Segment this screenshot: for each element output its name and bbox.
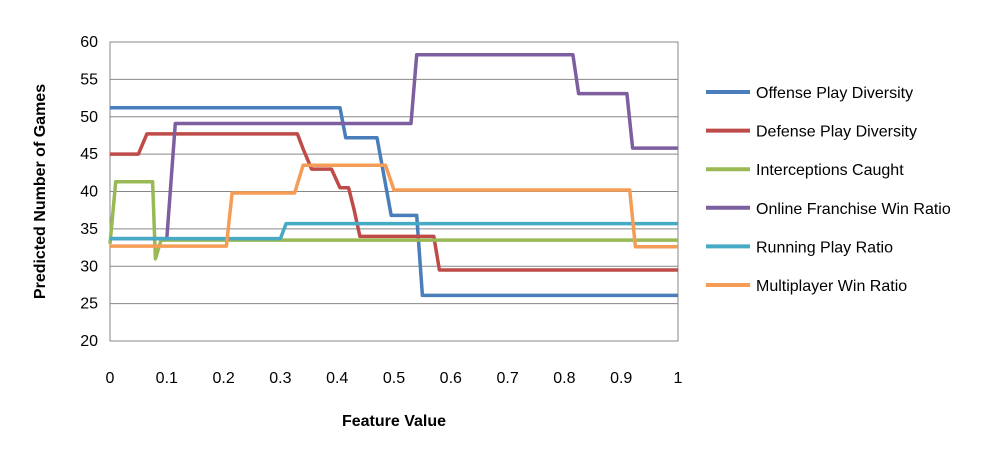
legend: Offense Play Diversity Defense Play Diver…: [706, 85, 951, 295]
series-line-4: [110, 52, 678, 241]
x-tick-label: 0.2: [212, 370, 234, 387]
legend-label: Interceptions Caught: [756, 162, 904, 179]
legend-item: Running Play Ratio: [706, 239, 893, 256]
x-tick-label: 0: [106, 370, 115, 387]
series-line-1: [110, 106, 678, 298]
x-tick-label: 0.9: [610, 370, 632, 387]
legend-label: Online Franchise Win Ratio: [756, 201, 951, 218]
x-tick-label: 1: [674, 370, 683, 387]
series-line-6: [110, 163, 678, 249]
x-tick-label: 0.3: [269, 370, 291, 387]
series-line-5: [110, 221, 678, 241]
x-tick-label: 0.1: [156, 370, 178, 387]
y-tick-label: 55: [80, 71, 98, 88]
legend-label: Running Play Ratio: [756, 239, 893, 256]
y-axis-tick-labels: 20 25 30 35 40 45 50 55 60: [80, 34, 98, 350]
y-tick-label: 40: [80, 184, 98, 201]
y-tick-label: 20: [80, 333, 98, 350]
x-tick-label: 0.4: [326, 370, 348, 387]
x-tick-label: 0.6: [440, 370, 462, 387]
y-tick-label: 50: [80, 109, 98, 126]
y-tick-label: 25: [80, 296, 98, 313]
x-tick-label: 0.5: [383, 370, 405, 387]
legend-item: Defense Play Diversity: [706, 124, 917, 141]
legend-label: Defense Play Diversity: [756, 124, 917, 141]
y-tick-label: 45: [80, 146, 98, 163]
legend-item: Online Franchise Win Ratio: [706, 201, 951, 218]
y-tick-label: 60: [80, 34, 98, 51]
x-axis-title: Feature Value: [342, 413, 446, 430]
y-axis-title: Predicted Number of Games: [32, 84, 49, 299]
x-axis-tick-labels: 0 0.1 0.2 0.3 0.4 0.5 0.6 0.7 0.8 0.9 1: [106, 370, 683, 387]
plot-area-border: [109, 41, 679, 342]
y-tick-label: 30: [80, 258, 98, 275]
x-tick-label: 0.8: [553, 370, 575, 387]
series-lines: [108, 52, 678, 298]
x-tick-label: 0.7: [496, 370, 518, 387]
legend-item: Interceptions Caught: [706, 162, 904, 179]
legend-item: Multiplayer Win Ratio: [706, 278, 907, 295]
legend-label: Multiplayer Win Ratio: [756, 278, 907, 295]
legend-label: Offense Play Diversity: [756, 85, 913, 102]
y-tick-label: 35: [80, 221, 98, 238]
series-line-2: [110, 132, 678, 272]
legend-item: Offense Play Diversity: [706, 85, 913, 102]
